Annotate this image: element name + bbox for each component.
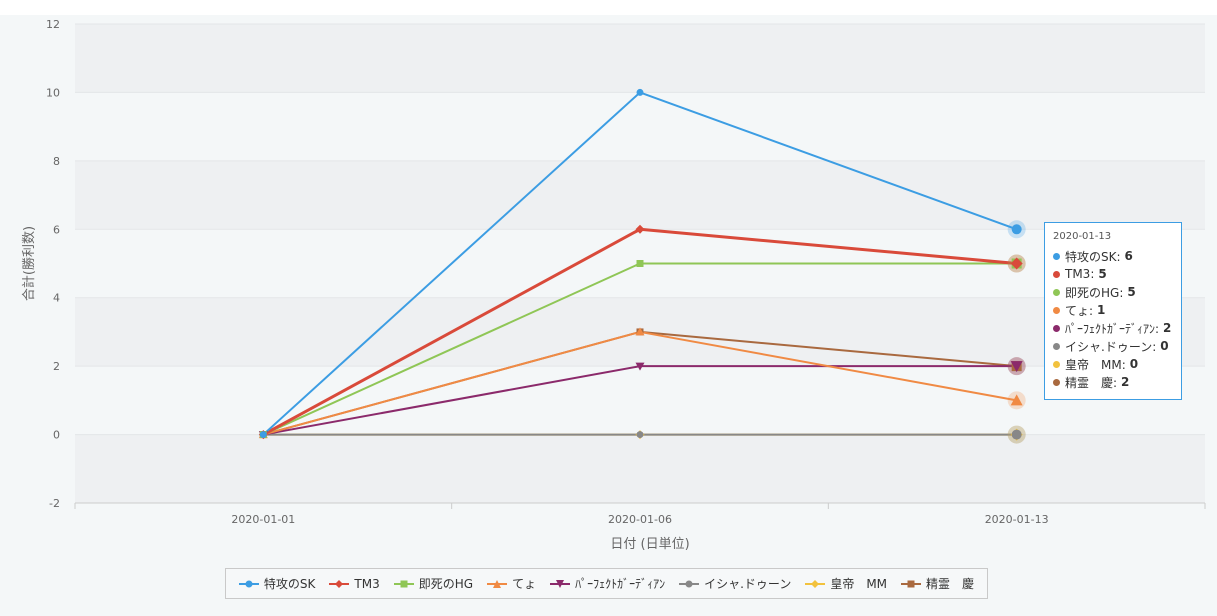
y-tick-label: 10 bbox=[46, 86, 60, 99]
legend-item[interactable]: 精霊 慶 bbox=[901, 575, 974, 592]
legend-label: イシャ.ドゥーン bbox=[704, 577, 792, 591]
data-point bbox=[636, 88, 644, 96]
tooltip-value: 5 bbox=[1098, 267, 1107, 281]
data-point bbox=[1010, 257, 1023, 270]
tooltip-row: イシャ.ドゥーン: 0 bbox=[1053, 337, 1173, 355]
legend-marker-icon bbox=[393, 580, 414, 587]
grid-band bbox=[75, 434, 1205, 503]
legend-item[interactable]: ﾊﾟｰﾌｪｸﾄｶﾞｰﾃﾞｨｱﾝ bbox=[550, 575, 665, 592]
chart-legend: 特攻のSK TM3 即死のHG てょ ﾊﾟｰﾌｪｸﾄｶﾞｰﾃﾞｨｱﾝ イシャ.ドゥーン 皇帝… bbox=[225, 568, 988, 599]
tooltip-row: TM3: 5 bbox=[1053, 265, 1173, 283]
tooltip-value: 0 bbox=[1129, 357, 1139, 371]
legend-marker-icon bbox=[550, 579, 571, 588]
legend-label: ﾊﾟｰﾌｪｸﾄｶﾞｰﾃﾞｨｱﾝ bbox=[575, 577, 666, 591]
tooltip-row: 精霊 慶: 2 bbox=[1053, 373, 1173, 391]
legend-label: TM3 bbox=[354, 576, 380, 591]
tooltip-value: 5 bbox=[1127, 285, 1136, 299]
legend-label: 精霊 慶 bbox=[926, 577, 975, 591]
legend-item[interactable]: てょ bbox=[487, 575, 536, 592]
tooltip-value: 1 bbox=[1097, 303, 1106, 317]
tooltip-value: 0 bbox=[1160, 339, 1169, 353]
legend-item[interactable]: TM3 bbox=[329, 576, 380, 591]
series-dot-icon bbox=[1053, 324, 1060, 332]
tooltip-label: イシャ.ドゥーン: bbox=[1065, 339, 1157, 354]
legend-marker-icon bbox=[487, 579, 508, 588]
data-point bbox=[1011, 224, 1022, 235]
series-dot-icon bbox=[1053, 288, 1060, 296]
x-tick-label: 2020-01-13 bbox=[985, 513, 1049, 526]
y-axis-title: 合計(勝利数) bbox=[21, 226, 37, 301]
data-tooltip: 2020-01-13 特攻のSK: 6 TM3: 5 即死のHG: 5 てょ: 1 ﾊﾟｰﾌｪｸ… bbox=[1044, 222, 1182, 400]
legend-label: 即死のHG bbox=[418, 577, 474, 591]
tooltip-label: てょ: bbox=[1065, 303, 1094, 318]
data-point bbox=[635, 224, 645, 234]
grid-band bbox=[75, 160, 1205, 230]
y-tick-label: 6 bbox=[53, 223, 60, 236]
series-dot-icon bbox=[1053, 252, 1060, 260]
legend-item[interactable]: 即死のHG bbox=[393, 575, 474, 592]
tooltip-label: 特攻のSK: bbox=[1065, 249, 1121, 264]
data-point bbox=[1010, 394, 1023, 406]
series-dot-icon bbox=[1053, 270, 1060, 278]
legend-item[interactable]: 特攻のSK bbox=[238, 575, 316, 592]
series-line bbox=[263, 365, 1017, 436]
data-point bbox=[636, 260, 644, 267]
y-tick-label: 0 bbox=[53, 429, 60, 442]
legend-marker-icon bbox=[901, 580, 922, 587]
tooltip-value: 2 bbox=[1163, 321, 1172, 335]
y-tick-label: 4 bbox=[53, 292, 60, 305]
y-tick-label: 12 bbox=[46, 18, 60, 31]
tooltip-title: 2020-01-13 bbox=[1053, 231, 1112, 242]
tooltip-row: 皇帝 MM: 0 bbox=[1053, 355, 1173, 373]
legend-marker-icon bbox=[679, 580, 700, 587]
y-tick-label: 8 bbox=[53, 155, 60, 168]
tooltip-value: 2 bbox=[1121, 375, 1130, 389]
data-point bbox=[636, 431, 644, 439]
legend-label: 特攻のSK bbox=[263, 577, 316, 591]
tooltip-row: 特攻のSK: 6 bbox=[1053, 247, 1173, 265]
tooltip-value: 6 bbox=[1124, 249, 1133, 263]
series-dot-icon bbox=[1053, 342, 1060, 350]
legend-item[interactable]: 皇帝 MM bbox=[805, 575, 887, 592]
tooltip-row: 即死のHG: 5 bbox=[1053, 283, 1173, 301]
tooltip-label: TM3: bbox=[1065, 267, 1095, 281]
data-point bbox=[259, 431, 267, 439]
tooltip-row: ﾊﾟｰﾌｪｸﾄｶﾞｰﾃﾞｨｱﾝ: 2 bbox=[1053, 319, 1173, 337]
data-point bbox=[1010, 361, 1023, 373]
y-tick-label: 2 bbox=[53, 360, 60, 373]
tooltip-row: てょ: 1 bbox=[1053, 301, 1173, 319]
tooltip-label: 皇帝 MM: bbox=[1065, 357, 1126, 372]
legend-label: てょ bbox=[512, 577, 537, 591]
grid-band bbox=[75, 24, 1205, 93]
x-tick-label: 2020-01-06 bbox=[608, 513, 672, 526]
tooltip-label: ﾊﾟｰﾌｪｸﾄｶﾞｰﾃﾞｨｱﾝ: bbox=[1065, 321, 1160, 336]
legend-label: 皇帝 MM bbox=[830, 577, 888, 591]
y-tick-label: -2 bbox=[49, 497, 60, 510]
data-point bbox=[635, 327, 645, 336]
legend-marker-icon bbox=[238, 580, 259, 587]
tooltip-label: 精霊 慶: bbox=[1065, 375, 1118, 390]
tooltip-label: 即死のHG: bbox=[1065, 285, 1124, 300]
x-axis-title: 日付 (日単位) bbox=[610, 536, 689, 552]
chart-area: 12 10 8 6 4 2 0 -2 2020-01-01 2020-01-06 2020-01-1… bbox=[0, 15, 1217, 616]
data-point bbox=[1011, 429, 1022, 440]
series-dot-icon bbox=[1053, 378, 1060, 386]
series-dot-icon bbox=[1053, 306, 1060, 314]
data-point bbox=[635, 362, 645, 371]
series-dot-icon bbox=[1053, 360, 1060, 368]
legend-item[interactable]: イシャ.ドゥーン bbox=[679, 575, 791, 592]
x-tick-label: 2020-01-01 bbox=[231, 513, 295, 526]
legend-marker-icon bbox=[329, 579, 350, 588]
legend-marker-icon bbox=[805, 579, 826, 588]
